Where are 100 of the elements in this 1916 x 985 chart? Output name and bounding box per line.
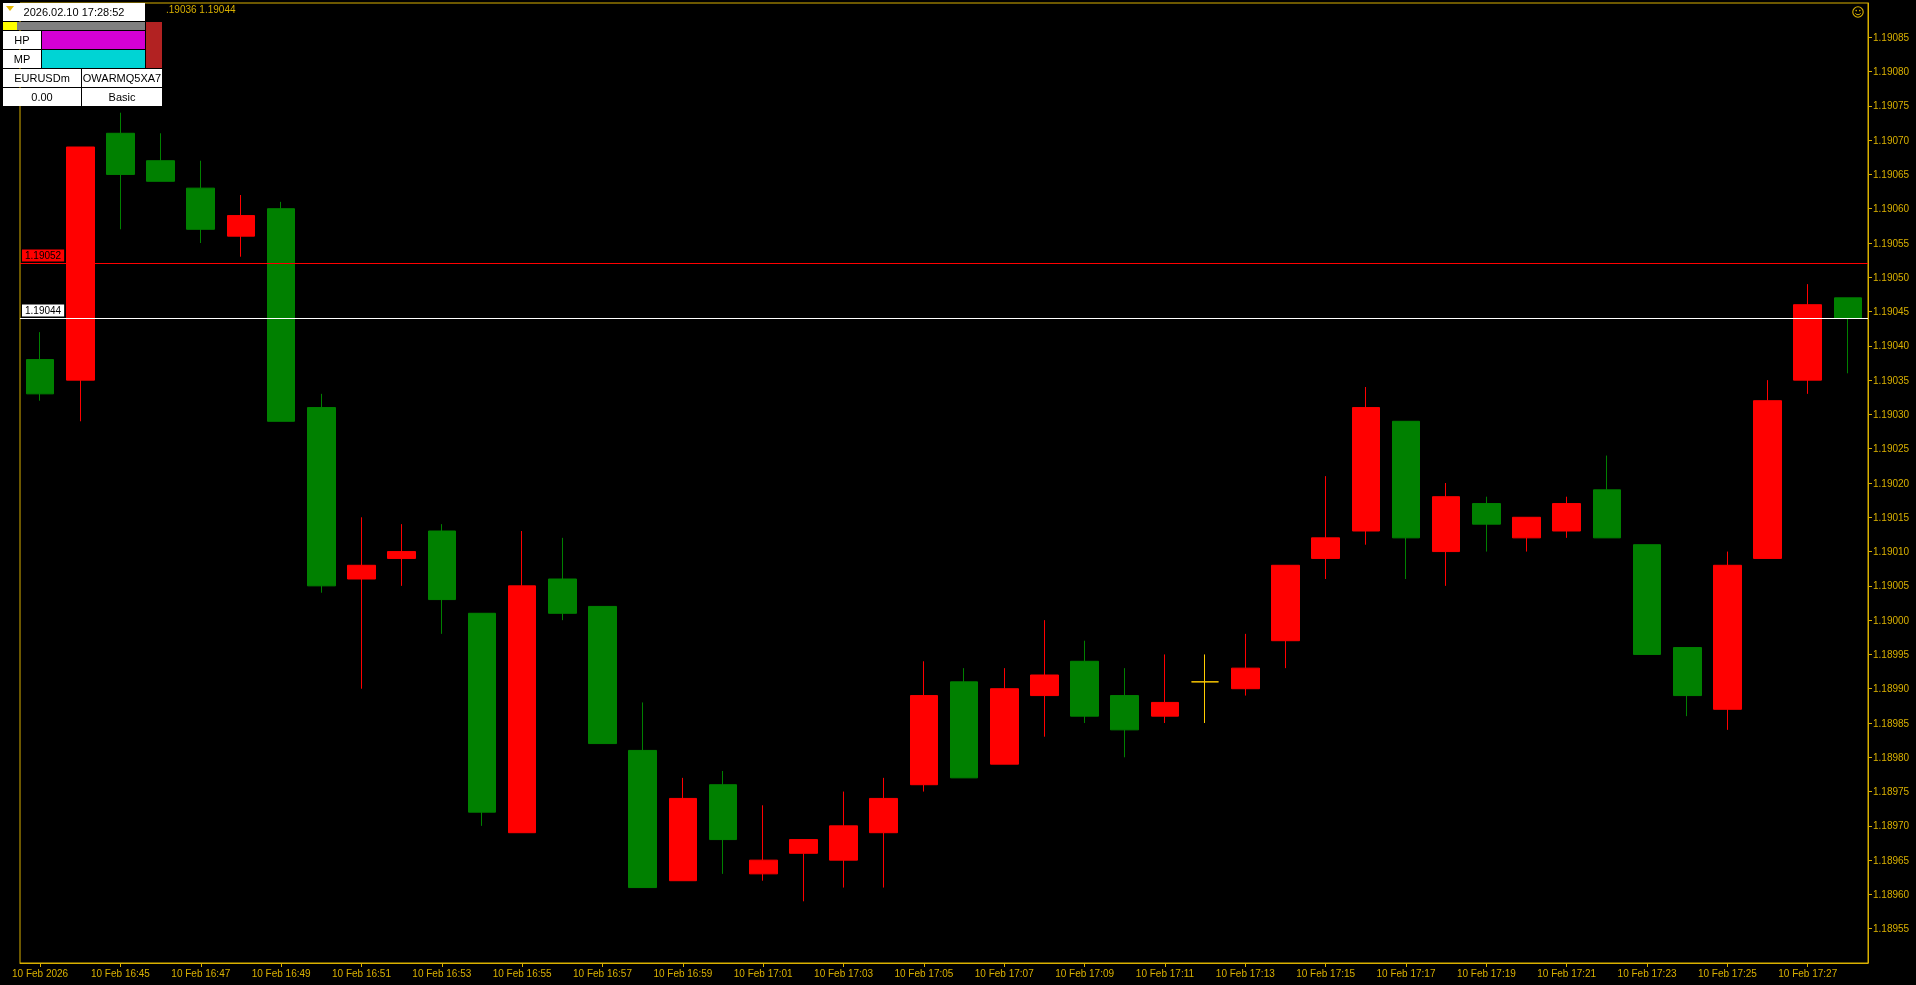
candlestick xyxy=(347,516,376,690)
candlestick xyxy=(26,331,54,402)
x-tick-label: 10 Feb 17:13 xyxy=(1215,967,1276,979)
y-tick-label: 1.19050 xyxy=(1873,271,1910,283)
candlestick xyxy=(1512,516,1541,553)
y-tick-label: 1.18990 xyxy=(1873,683,1910,695)
candlestick xyxy=(628,701,657,889)
candlestick xyxy=(1472,496,1501,553)
x-tick-label: 10 Feb 16:47 xyxy=(171,967,231,979)
candlestick xyxy=(387,523,416,587)
ref-line-label: 1.19044 xyxy=(25,304,62,316)
x-tick-label: 10 Feb 16:51 xyxy=(332,967,392,979)
y-tick-label: 1.19020 xyxy=(1873,477,1910,489)
candlestick xyxy=(1593,455,1621,539)
x-tick-label: 10 Feb 17:19 xyxy=(1456,967,1517,979)
candlestick xyxy=(588,605,617,745)
x-tick-label: 10 Feb 16:55 xyxy=(492,967,553,979)
y-tick-label: 1.19085 xyxy=(1873,31,1910,43)
date-field: 2026.02.10 17:28:52 xyxy=(3,3,145,21)
candlestick xyxy=(1311,475,1340,580)
y-tick-label: 1.18955 xyxy=(1873,923,1910,935)
value-field: 0.00 xyxy=(3,88,81,106)
candlestick xyxy=(1070,640,1099,724)
candlestick xyxy=(1352,386,1380,546)
x-tick-label: 10 Feb 17:21 xyxy=(1537,967,1597,979)
y-tick-label: 1.19025 xyxy=(1873,443,1910,455)
candlestick xyxy=(1552,496,1581,539)
y-tick-label: 1.18985 xyxy=(1873,717,1910,729)
y-tick-label: 1.19080 xyxy=(1873,66,1910,78)
candlestick xyxy=(1191,653,1219,724)
y-tick-label: 1.18980 xyxy=(1873,751,1910,763)
y-tick-label: 1.18965 xyxy=(1873,854,1910,866)
x-tick-label: 10 Feb 17:27 xyxy=(1778,967,1838,979)
candlestick xyxy=(1392,420,1420,580)
y-tick-label: 1.19015 xyxy=(1873,511,1910,523)
x-tick-label: 10 Feb 17:15 xyxy=(1296,967,1356,979)
x-tick-label: 10 Feb 17:05 xyxy=(894,967,954,979)
x-tick-label: 10 Feb 16:59 xyxy=(653,967,713,979)
candlestick xyxy=(468,612,496,827)
y-tick-label: 1.19030 xyxy=(1873,408,1910,420)
candlestick xyxy=(910,660,938,793)
candlestick xyxy=(1753,379,1782,559)
x-tick-label: 10 Feb 17:11 xyxy=(1135,967,1195,979)
y-tick-label: 1.18975 xyxy=(1873,786,1910,798)
y-tick-label: 1.19035 xyxy=(1873,374,1910,386)
candlestick xyxy=(227,194,255,258)
x-tick-label: 10 Feb 17:03 xyxy=(814,967,874,979)
candlestick xyxy=(1834,297,1862,374)
candlestick xyxy=(267,201,295,422)
y-tick-label: 1.18995 xyxy=(1873,648,1910,660)
y-tick-label: 1.18960 xyxy=(1873,888,1910,900)
candlestick xyxy=(749,804,778,882)
code-field: OWARMQ5XA7 xyxy=(82,69,162,87)
x-tick-label: 10 Feb 16:45 xyxy=(90,967,151,979)
candlestick xyxy=(1633,544,1661,655)
candlestick xyxy=(1110,667,1139,758)
y-tick-label: 1.19060 xyxy=(1873,203,1910,215)
candlestick xyxy=(548,537,577,621)
y-tick-label: 1.19075 xyxy=(1873,100,1910,112)
x-tick-label: 10 Feb 16:49 xyxy=(251,967,312,979)
candlestick xyxy=(508,530,536,834)
candlestick xyxy=(1030,619,1059,738)
x-tick-label: 10 Feb 16:57 xyxy=(573,967,633,979)
x-tick-label: 10 Feb 17:09 xyxy=(1055,967,1115,979)
candlestick xyxy=(990,667,1019,765)
y-tick-label: 1.19010 xyxy=(1873,546,1910,558)
y-tick-label: 1.19065 xyxy=(1873,168,1910,180)
x-tick-label: 10 Feb 17:23 xyxy=(1617,967,1677,979)
x-tick-label: 10 Feb 17:07 xyxy=(974,967,1035,979)
x-tick-label: 10 Feb 2026 xyxy=(12,967,69,979)
candlestick xyxy=(1231,633,1260,697)
mp-field: MP xyxy=(3,50,41,68)
candlestick xyxy=(829,791,858,889)
candlestick xyxy=(106,112,135,230)
candlestick xyxy=(1713,551,1742,731)
candlestick xyxy=(709,770,737,875)
y-tick-label: 1.19045 xyxy=(1873,306,1910,318)
y-tick-label: 1.19040 xyxy=(1873,340,1910,352)
candlestick xyxy=(428,523,456,635)
x-tick-label: 10 Feb 17:17 xyxy=(1376,967,1436,979)
y-tick-label: 1.19055 xyxy=(1873,237,1910,249)
y-tick-label: 1.19000 xyxy=(1873,614,1910,626)
x-tick-label: 10 Feb 17:25 xyxy=(1697,967,1758,979)
y-tick-label: 1.19070 xyxy=(1873,134,1910,146)
candlestick xyxy=(1432,482,1460,587)
mode-field: Basic xyxy=(82,88,162,106)
candlestick xyxy=(1271,564,1300,669)
candlestick xyxy=(789,839,818,902)
candlestick xyxy=(950,667,978,779)
ref-line-label: 1.19052 xyxy=(25,250,62,262)
candlestick xyxy=(1673,647,1702,717)
candlestick xyxy=(669,777,697,882)
candlestick xyxy=(1793,283,1822,395)
candlestick xyxy=(869,777,898,889)
hp-field: HP xyxy=(3,31,41,49)
candlestick xyxy=(1151,653,1179,724)
symbol-field: EURUSDm xyxy=(3,69,81,87)
candlestick xyxy=(146,132,175,182)
candlestick xyxy=(307,393,336,594)
y-tick-label: 1.18970 xyxy=(1873,820,1910,832)
